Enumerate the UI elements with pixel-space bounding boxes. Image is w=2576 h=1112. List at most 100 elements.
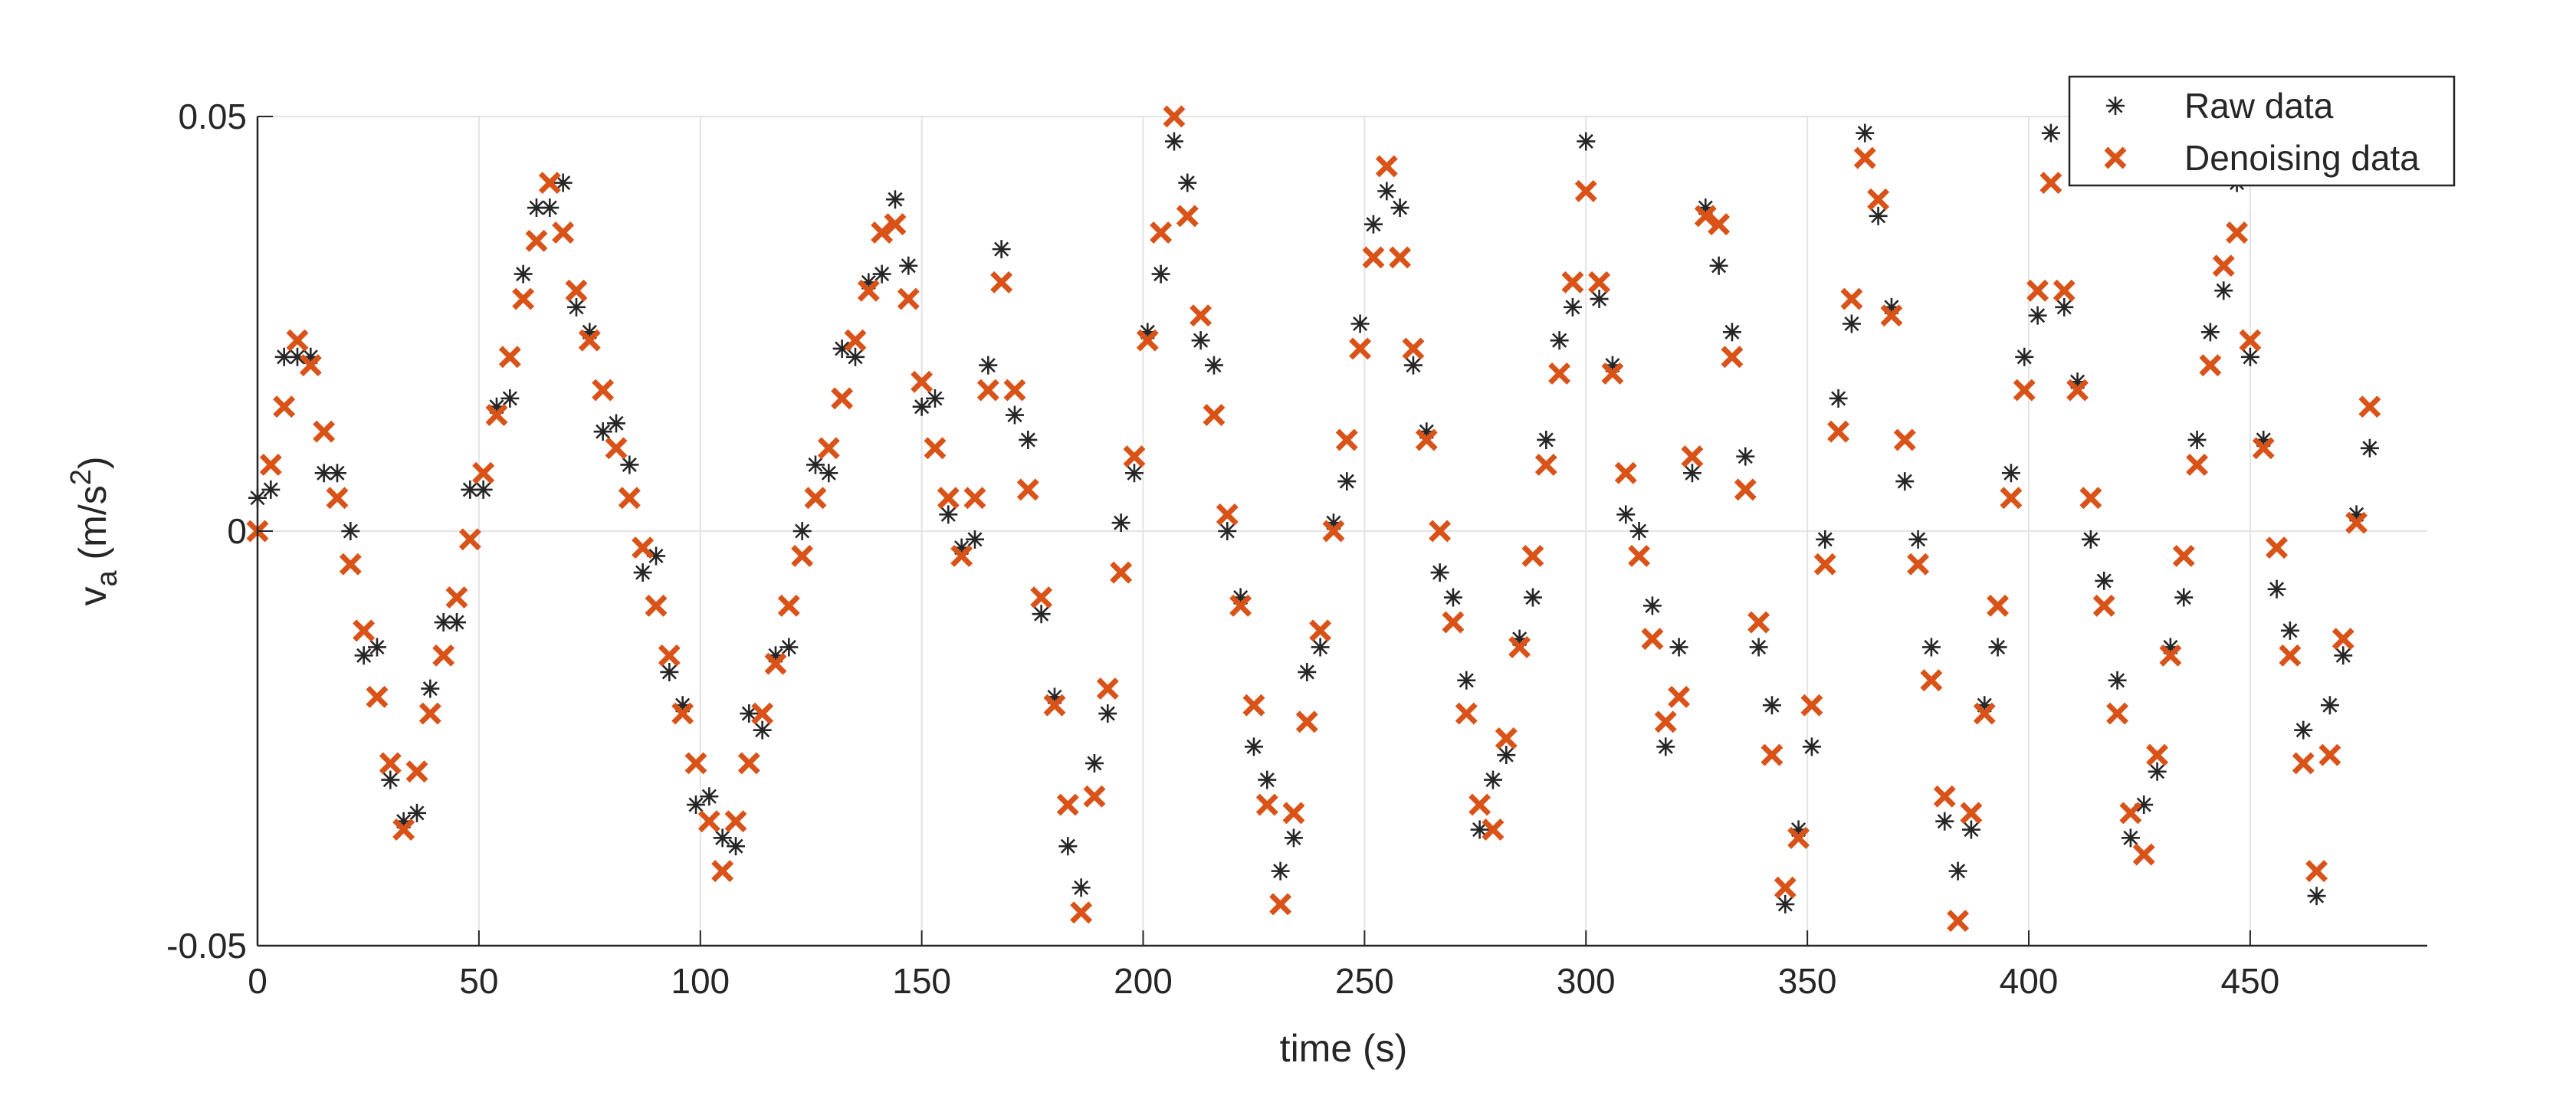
asterisk-marker [992, 240, 1011, 259]
marker-shape [1776, 894, 1795, 914]
x-marker [1734, 478, 1757, 501]
asterisk-marker [1403, 356, 1423, 375]
asterisk-marker [2001, 464, 2020, 483]
marker-shape [1176, 205, 1199, 228]
x-marker [2079, 487, 2102, 510]
x-marker [1893, 428, 1916, 451]
marker-shape [2279, 644, 2302, 667]
x-marker [1694, 205, 1717, 228]
marker-shape [645, 594, 668, 617]
x-marker [1813, 553, 1836, 576]
marker-shape [1762, 696, 1781, 715]
x-marker [2026, 279, 2049, 302]
asterisk-marker [1085, 753, 1104, 772]
legend-label: Denoising data [2184, 138, 2420, 178]
marker-shape [353, 619, 376, 642]
marker-shape [2095, 571, 2114, 590]
marker-shape [1616, 505, 1636, 524]
marker-shape [525, 229, 548, 252]
x-marker [791, 544, 814, 567]
asterisk-marker [1164, 132, 1183, 151]
marker-shape [804, 487, 827, 510]
marker-shape [2015, 347, 2034, 366]
marker-shape [1203, 404, 1226, 426]
asterisk-marker [447, 613, 466, 632]
marker-shape [618, 487, 641, 510]
x-axis-label: time (s) [1280, 1027, 1408, 1070]
marker-shape [1577, 132, 1596, 151]
marker-shape [1284, 828, 1303, 848]
marker-shape [1614, 461, 1637, 484]
marker-shape [832, 339, 852, 358]
marker-shape [2280, 621, 2299, 640]
marker-shape [1960, 802, 1983, 825]
asterisk-marker [2081, 530, 2100, 549]
marker-shape [1468, 793, 1491, 816]
x-marker [1190, 304, 1213, 327]
x-tick-label: 150 [892, 961, 951, 1001]
marker-shape [2200, 323, 2220, 342]
asterisk-marker [2108, 671, 2127, 690]
marker-shape [2334, 646, 2353, 665]
marker-shape [1681, 445, 1704, 468]
marker-shape [432, 644, 455, 667]
asterisk-marker [1443, 588, 1462, 607]
x-marker [697, 810, 720, 833]
marker-shape [1802, 737, 1821, 756]
x-marker [632, 536, 655, 559]
asterisk-marker [912, 397, 931, 416]
marker-shape [354, 646, 373, 665]
asterisk-marker [2347, 505, 2366, 524]
marker-shape [1880, 304, 1903, 327]
marker-shape [963, 487, 986, 510]
marker-shape [965, 530, 984, 549]
marker-shape [885, 190, 904, 209]
marker-shape [646, 546, 665, 566]
x-marker [1455, 702, 1478, 725]
x-marker [1349, 337, 1372, 360]
marker-shape [327, 464, 346, 483]
asterisk-marker [1908, 530, 1928, 549]
marker-shape [1588, 271, 1611, 294]
y-tick-label: 0.05 [178, 97, 247, 136]
marker-shape [1056, 793, 1079, 816]
marker-shape [2159, 644, 2182, 667]
marker-shape [434, 613, 453, 632]
asterisk-marker [2360, 438, 2379, 458]
asterisk-marker [1244, 737, 1263, 756]
marker-shape [1694, 205, 1717, 228]
marker-shape [1204, 356, 1223, 375]
marker-shape [447, 613, 466, 632]
asterisk-marker [1045, 687, 1064, 707]
x-marker [1389, 246, 1412, 269]
x-marker [2066, 379, 2089, 402]
asterisk-marker [1218, 522, 1237, 540]
marker-shape [461, 480, 480, 499]
y-axis-label: va (m/s2) [65, 456, 123, 605]
marker-shape [976, 379, 999, 402]
asterisk-marker [287, 347, 307, 366]
marker-shape [1869, 206, 1888, 225]
y-label-part: (m/s [71, 485, 114, 570]
marker-shape [1443, 588, 1462, 607]
marker-shape [1696, 198, 1715, 218]
marker-shape [1377, 182, 1396, 201]
x-marker [432, 644, 455, 667]
x-marker [2318, 743, 2341, 766]
x-marker [1163, 105, 1186, 128]
marker-shape [724, 810, 747, 833]
marker-shape [1229, 594, 1252, 617]
marker-shape [2199, 354, 2222, 377]
asterisk-marker [939, 505, 958, 524]
marker-shape [2267, 579, 2286, 599]
asterisk-marker [2320, 696, 2339, 715]
marker-shape [2066, 379, 2089, 402]
marker-shape [859, 273, 878, 292]
x-marker [1442, 611, 1465, 634]
marker-shape [831, 387, 854, 410]
asterisk-marker [1802, 737, 1821, 756]
x-marker [2053, 279, 2076, 302]
marker-shape [1840, 287, 1863, 310]
marker-shape [2252, 437, 2275, 460]
marker-shape [791, 544, 814, 567]
